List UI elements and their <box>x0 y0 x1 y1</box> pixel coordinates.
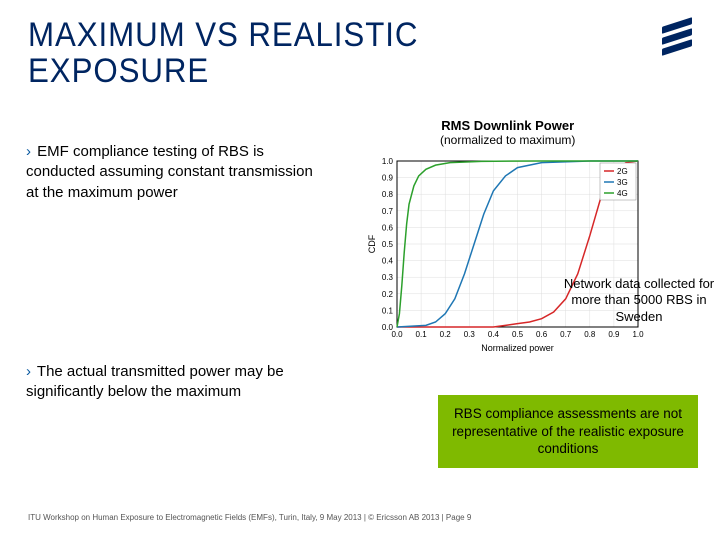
svg-text:0.1: 0.1 <box>416 330 428 339</box>
svg-text:1.0: 1.0 <box>632 330 644 339</box>
bullet-2-text: The actual transmitted power may be sign… <box>26 363 284 400</box>
callout-box: RBS compliance assessments are not repre… <box>438 395 698 468</box>
slide-title: MAXIMUM VS REALISTIC EXPOSURE <box>28 18 418 89</box>
bullet-1: › EMF compliance testing of RBS is condu… <box>26 142 326 203</box>
ericsson-logo-icon <box>662 22 692 56</box>
svg-text:0.6: 0.6 <box>382 223 394 232</box>
cdf-chart: 0.00.0 0.1 0.1 0.2 0.2 0.3 0.3 0.4 0.4 0.5 0.5 0.6 0… <box>365 155 680 355</box>
svg-text:0.5: 0.5 <box>512 330 524 339</box>
slide-footer: ITU Workshop on Human Exposure to Electr… <box>28 513 471 522</box>
svg-text:2G: 2G <box>617 167 628 176</box>
svg-text:0.9: 0.9 <box>382 174 394 183</box>
svg-text:1.0: 1.0 <box>382 157 394 166</box>
svg-text:0.7: 0.7 <box>382 207 394 216</box>
svg-text:0.4: 0.4 <box>488 330 500 339</box>
svg-text:3G: 3G <box>617 178 628 187</box>
bullet-1-text: EMF compliance testing of RBS is conduct… <box>26 143 313 201</box>
bullet-2: › The actual transmitted power may be si… <box>26 362 336 403</box>
svg-text:0.4: 0.4 <box>382 257 394 266</box>
svg-text:0.0: 0.0 <box>382 323 394 332</box>
title-line1: MAXIMUM VS REALISTIC <box>28 16 418 54</box>
svg-text:0.3: 0.3 <box>382 273 394 282</box>
svg-text:0.3: 0.3 <box>464 330 476 339</box>
svg-text:0.8: 0.8 <box>382 190 394 199</box>
chart-title-main: RMS Downlink Power <box>440 118 575 133</box>
network-note: Network data collected for more than 500… <box>560 276 718 325</box>
title-line2: EXPOSURE <box>28 52 209 90</box>
svg-text:0.8: 0.8 <box>584 330 596 339</box>
svg-text:0.0: 0.0 <box>391 330 403 339</box>
svg-text:0.7: 0.7 <box>560 330 572 339</box>
svg-text:CDF: CDF <box>367 234 377 253</box>
svg-text:0.2: 0.2 <box>382 290 394 299</box>
chart-title: RMS Downlink Power (normalized to maximu… <box>440 118 575 147</box>
svg-text:4G: 4G <box>617 189 628 198</box>
bullet-marker-icon: › <box>26 363 31 380</box>
svg-text:0.2: 0.2 <box>440 330 452 339</box>
svg-text:0.1: 0.1 <box>382 306 394 315</box>
chart-title-sub: (normalized to maximum) <box>440 133 575 147</box>
svg-text:0.6: 0.6 <box>536 330 548 339</box>
svg-text:Normalized power: Normalized power <box>481 343 554 353</box>
bullet-marker-icon: › <box>26 143 31 160</box>
svg-text:0.9: 0.9 <box>608 330 620 339</box>
svg-text:0.5: 0.5 <box>382 240 394 249</box>
